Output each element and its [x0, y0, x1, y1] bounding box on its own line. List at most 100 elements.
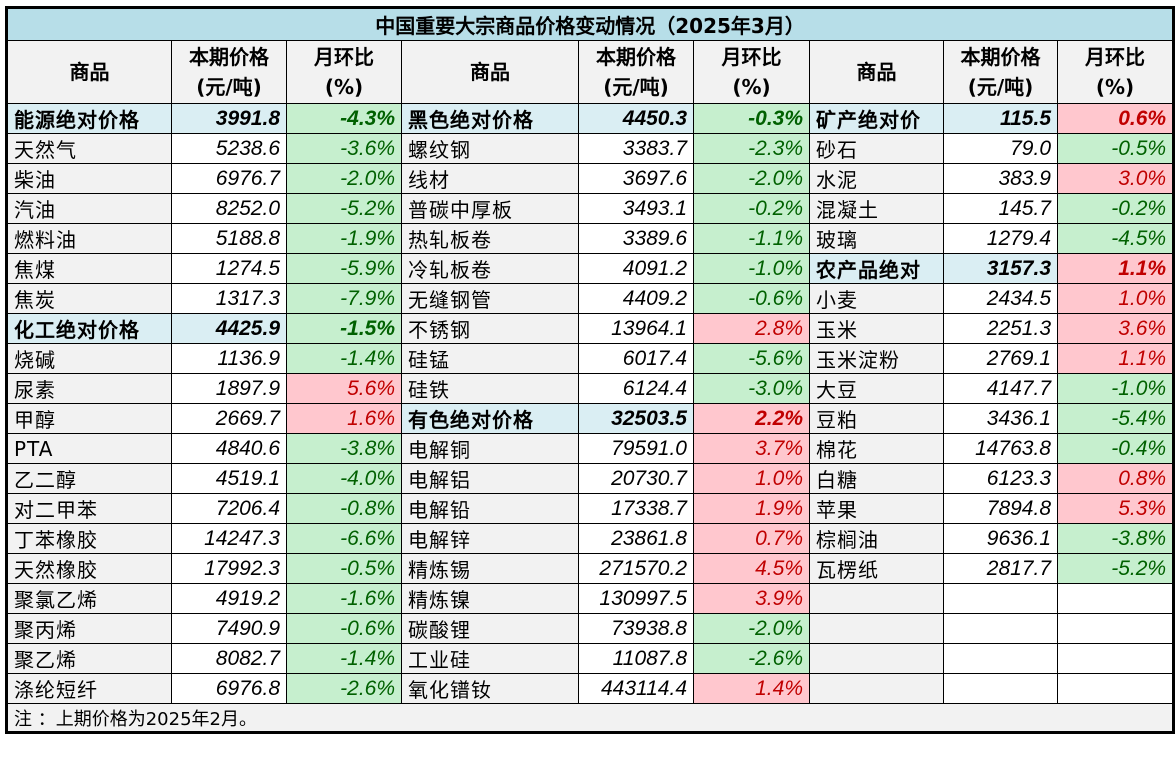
price-value: 6976.8	[171, 673, 287, 704]
header-change-label: 月环比	[314, 45, 374, 69]
change-value	[1056, 583, 1175, 614]
table-row: 涤纶短纤 6976.8 -2.6% 氧化镨钕 443114.4 1.4%	[6, 673, 1175, 704]
commodity-name: 无缝钢管	[401, 283, 579, 314]
price-value: 7490.9	[171, 613, 287, 644]
commodity-name: 玉米淀粉	[809, 343, 944, 374]
price-value: 4409.2	[578, 283, 694, 314]
change-value: 1.0%	[1056, 283, 1175, 314]
price-value: 1897.9	[171, 373, 287, 404]
price-value: 6017.4	[578, 343, 694, 374]
header-commodity: 商品	[401, 40, 579, 104]
change-value: 0.6%	[1056, 103, 1175, 134]
change-value: -0.2%	[693, 193, 810, 224]
change-value: -4.0%	[286, 463, 402, 494]
price-value: 4519.1	[171, 463, 287, 494]
header-price-label: 本期价格	[960, 45, 1041, 69]
commodity-name	[809, 583, 944, 614]
header-price-unit: (元/吨)	[967, 75, 1034, 99]
header-change-label: 月环比	[1085, 45, 1146, 69]
price-value	[943, 583, 1058, 614]
header-price: 本期价格 (元/吨)	[943, 40, 1058, 104]
change-value: -2.0%	[693, 163, 810, 194]
commodity-name: 苹果	[809, 493, 944, 524]
change-value: -1.5%	[286, 313, 402, 344]
table-row: 能源绝对价格 3991.8 -4.3% 黑色绝对价格 4450.3 -0.3% 矿产…	[6, 103, 1175, 134]
category-name: 黑色绝对价格	[401, 103, 579, 134]
header-price-label: 本期价格	[596, 45, 676, 69]
price-value: 443114.4	[578, 673, 694, 704]
price-value: 14763.8	[943, 433, 1058, 464]
price-value: 2817.7	[943, 553, 1058, 584]
header-price: 本期价格 (元/吨)	[578, 40, 694, 104]
change-value: -0.6%	[693, 283, 810, 314]
commodity-name: 小麦	[809, 283, 944, 314]
price-value: 1274.5	[171, 253, 287, 284]
price-value: 271570.2	[578, 553, 694, 584]
header-change: 月环比 (%)	[693, 40, 810, 104]
change-value	[1056, 643, 1175, 674]
price-value: 4919.2	[171, 583, 287, 614]
table-row: PTA 4840.6 -3.8% 电解铜 79591.0 3.7% 棉花 14763…	[6, 433, 1175, 464]
change-value	[1056, 673, 1175, 704]
price-value: 2669.7	[171, 403, 287, 434]
commodity-name: 尿素	[6, 373, 172, 404]
price-value: 9636.1	[943, 523, 1058, 554]
commodity-name	[809, 673, 944, 704]
price-value: 13964.1	[578, 313, 694, 344]
commodity-name	[809, 643, 944, 674]
commodity-name: 乙二醇	[6, 463, 172, 494]
commodity-name: 白糖	[809, 463, 944, 494]
commodity-name: 热轧板卷	[401, 223, 579, 254]
commodity-name: 聚丙烯	[6, 613, 172, 644]
header-change: 月环比 (%)	[286, 40, 402, 104]
change-value: -4.3%	[286, 103, 402, 134]
price-value: 79.0	[943, 133, 1058, 164]
price-value: 73938.8	[578, 613, 694, 644]
header-price-unit: (元/吨)	[603, 75, 669, 99]
table-row: 聚乙烯 8082.7 -1.4% 工业硅 11087.8 -2.6%	[6, 643, 1175, 674]
change-value: -1.4%	[286, 343, 402, 374]
price-value: 11087.8	[578, 643, 694, 674]
change-value: 1.4%	[693, 673, 810, 704]
change-value: 3.6%	[1056, 313, 1175, 344]
commodity-name: 工业硅	[401, 643, 579, 674]
commodity-name: 对二甲苯	[6, 493, 172, 524]
commodity-name: 碳酸锂	[401, 613, 579, 644]
commodity-name: 玻璃	[809, 223, 944, 254]
price-value: 1136.9	[171, 343, 287, 374]
table-row: 聚丙烯 7490.9 -0.6% 碳酸锂 73938.8 -2.0%	[6, 613, 1175, 644]
category-name: 有色绝对价格	[401, 403, 579, 434]
change-value: -2.0%	[693, 613, 810, 644]
category-name: 农产品绝对	[809, 253, 944, 284]
header-commodity: 商品	[6, 40, 172, 104]
table-row: 化工绝对价格 4425.9 -1.5% 不锈钢 13964.1 2.8% 玉米 22…	[6, 313, 1175, 344]
commodity-name: 豆粕	[809, 403, 944, 434]
table-row: 乙二醇 4519.1 -4.0% 电解铝 20730.7 1.0% 白糖 6123.…	[6, 463, 1175, 494]
header-commodity: 商品	[809, 40, 944, 104]
commodity-name: 焦煤	[6, 253, 172, 284]
category-name: 矿产绝对价	[809, 103, 944, 134]
price-value: 17338.7	[578, 493, 694, 524]
change-value: -2.3%	[693, 133, 810, 164]
table-row: 对二甲苯 7206.4 -0.8% 电解铅 17338.7 1.9% 苹果 7894…	[6, 493, 1175, 524]
category-name: 能源绝对价格	[6, 103, 172, 134]
commodity-name: 硅铁	[401, 373, 579, 404]
commodity-name: 普碳中厚板	[401, 193, 579, 224]
price-value: 5238.6	[171, 133, 287, 164]
price-value	[943, 643, 1058, 674]
change-value: 2.2%	[693, 403, 810, 434]
change-value: -0.5%	[1056, 133, 1175, 164]
commodity-name: 棕榈油	[809, 523, 944, 554]
table-row: 丁苯橡胶 14247.3 -6.6% 电解锌 23861.8 0.7% 棕榈油 96…	[6, 523, 1175, 554]
commodity-name: 砂石	[809, 133, 944, 164]
header-price: 本期价格 (元/吨)	[171, 40, 287, 104]
price-value: 4147.7	[943, 373, 1058, 404]
change-value: -3.8%	[286, 433, 402, 464]
price-value: 2251.3	[943, 313, 1058, 344]
price-value	[943, 673, 1058, 704]
table-row: 柴油 6976.7 -2.0% 线材 3697.6 -2.0% 水泥 383.9 3…	[6, 163, 1175, 194]
header-price-label: 本期价格	[189, 45, 269, 69]
change-value: 0.8%	[1056, 463, 1175, 494]
change-value: 3.0%	[1056, 163, 1175, 194]
price-value: 20730.7	[578, 463, 694, 494]
